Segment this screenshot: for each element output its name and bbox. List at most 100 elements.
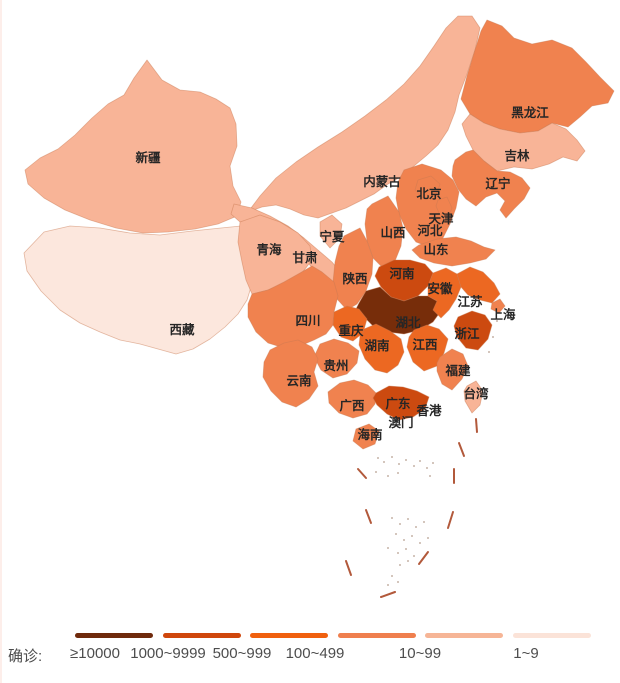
island-dot bbox=[427, 537, 429, 539]
legend-range-label-1: 1000~9999 bbox=[130, 645, 206, 662]
legend-range-label-4: 10~99 bbox=[398, 645, 442, 662]
province-xinjiang[interactable] bbox=[24, 59, 242, 234]
island-dot bbox=[488, 351, 490, 353]
island-dot bbox=[391, 456, 393, 458]
province-label-tianjin: 天津 bbox=[428, 211, 454, 226]
province-label-guizhou: 贵州 bbox=[323, 358, 348, 373]
island-dot bbox=[398, 463, 400, 465]
nine-dash-segment bbox=[418, 551, 429, 565]
province-shanghai[interactable] bbox=[490, 298, 506, 314]
island-dot bbox=[383, 461, 385, 463]
island-dot bbox=[413, 555, 415, 557]
province-zhejiang[interactable] bbox=[453, 310, 493, 351]
province-shandong[interactable] bbox=[411, 236, 496, 267]
island-dot bbox=[391, 575, 393, 577]
province-label-jiangxi: 江西 bbox=[412, 337, 437, 352]
legend-range-label-0: ≥10000 bbox=[70, 645, 120, 662]
province-label-heilongjiang: 黑龙江 bbox=[511, 105, 549, 120]
province-hainan[interactable] bbox=[352, 423, 380, 450]
island-dot bbox=[492, 336, 494, 338]
province-hunan[interactable] bbox=[358, 323, 405, 374]
province-label-beijing: 北京 bbox=[416, 186, 442, 201]
province-fujian[interactable] bbox=[436, 348, 469, 391]
province-label-sichuan: 四川 bbox=[295, 314, 320, 328]
island-dot bbox=[405, 548, 407, 550]
province-label-hubei: 湖北 bbox=[395, 315, 421, 330]
island-dot bbox=[397, 581, 399, 583]
legend-range-label-2: 500~999 bbox=[212, 645, 272, 662]
island-dot bbox=[399, 523, 401, 525]
island-dot bbox=[419, 460, 421, 462]
island-dot bbox=[387, 475, 389, 477]
province-henan[interactable] bbox=[374, 259, 434, 302]
province-label-ningxia: 宁夏 bbox=[319, 229, 345, 244]
province-label-zhejiang: 浙江 bbox=[454, 326, 480, 341]
province-label-macau: 澳门 bbox=[388, 415, 413, 430]
nine-dash-segment bbox=[345, 560, 352, 576]
province-guizhou[interactable] bbox=[313, 338, 360, 379]
province-chongqing[interactable] bbox=[332, 305, 368, 342]
province-label-guangxi: 广西 bbox=[339, 398, 364, 413]
island-dot bbox=[407, 560, 409, 562]
province-liaoning[interactable] bbox=[451, 149, 531, 219]
province-label-xizang: 西藏 bbox=[169, 322, 195, 337]
island-dot bbox=[411, 535, 413, 537]
province-guangdong[interactable] bbox=[372, 385, 430, 421]
nine-dash-segment bbox=[365, 509, 372, 524]
island-dot bbox=[375, 471, 377, 473]
left-edge-line bbox=[0, 0, 2, 683]
island-dot bbox=[426, 467, 428, 469]
province-heilongjiang[interactable] bbox=[460, 19, 615, 134]
island-dot bbox=[423, 521, 425, 523]
province-tianjin[interactable] bbox=[435, 196, 453, 221]
province-label-gansu: 甘肃 bbox=[292, 250, 318, 265]
province-label-shanxi: 山西 bbox=[380, 225, 405, 240]
province-anhui[interactable] bbox=[427, 267, 462, 319]
province-label-yunnan: 云南 bbox=[286, 373, 312, 388]
province-xizang[interactable] bbox=[23, 225, 253, 355]
island-dot bbox=[399, 564, 401, 566]
legend-range-label-5: 1~9 bbox=[513, 645, 539, 662]
province-ningxia[interactable] bbox=[319, 214, 343, 249]
province-neimenggu[interactable] bbox=[247, 15, 481, 219]
legend-swatch-5 bbox=[512, 633, 591, 638]
island-dot bbox=[432, 462, 434, 464]
province-label-qinghai: 青海 bbox=[256, 242, 282, 257]
island-dot bbox=[415, 526, 417, 528]
province-label-taiwan: 台湾 bbox=[463, 386, 489, 401]
legend-swatch-2 bbox=[250, 633, 328, 638]
legend-title: 确诊: bbox=[8, 648, 43, 665]
nine-dash-segment bbox=[357, 468, 367, 479]
province-label-hebei: 河北 bbox=[417, 223, 443, 238]
province-shaanxi[interactable] bbox=[332, 227, 374, 311]
province-jiangsu[interactable] bbox=[456, 266, 501, 304]
nine-dash-segment bbox=[447, 511, 454, 529]
province-taiwan[interactable] bbox=[463, 380, 484, 414]
island-dot bbox=[395, 533, 397, 535]
province-label-xinjiang: 新疆 bbox=[135, 150, 161, 165]
province-label-chongqing: 重庆 bbox=[338, 323, 364, 338]
province-label-anhui: 安徽 bbox=[427, 281, 453, 296]
island-dot bbox=[407, 518, 409, 520]
island-dot bbox=[391, 517, 393, 519]
island-dot bbox=[377, 457, 379, 459]
island-dot bbox=[387, 584, 389, 586]
island-dot bbox=[496, 320, 498, 322]
province-guangxi[interactable] bbox=[327, 379, 377, 419]
province-label-jiangsu: 江苏 bbox=[457, 294, 483, 309]
province-label-guangdong: 广东 bbox=[385, 396, 411, 411]
province-label-shaanxi: 陕西 bbox=[342, 271, 367, 286]
province-beijing[interactable] bbox=[414, 175, 441, 200]
nine-dash-segment bbox=[475, 418, 478, 433]
island-dot bbox=[387, 547, 389, 549]
province-label-henan: 河南 bbox=[389, 266, 415, 281]
island-dot bbox=[397, 552, 399, 554]
island-dot bbox=[429, 475, 431, 477]
province-label-hongkong: 香港 bbox=[415, 403, 442, 418]
island-dot bbox=[405, 459, 407, 461]
province-yunnan[interactable] bbox=[262, 339, 319, 408]
legend-range-label-3: 100~499 bbox=[285, 645, 345, 662]
province-label-hunan: 湖南 bbox=[364, 338, 390, 353]
nine-dash-segment bbox=[380, 591, 396, 598]
